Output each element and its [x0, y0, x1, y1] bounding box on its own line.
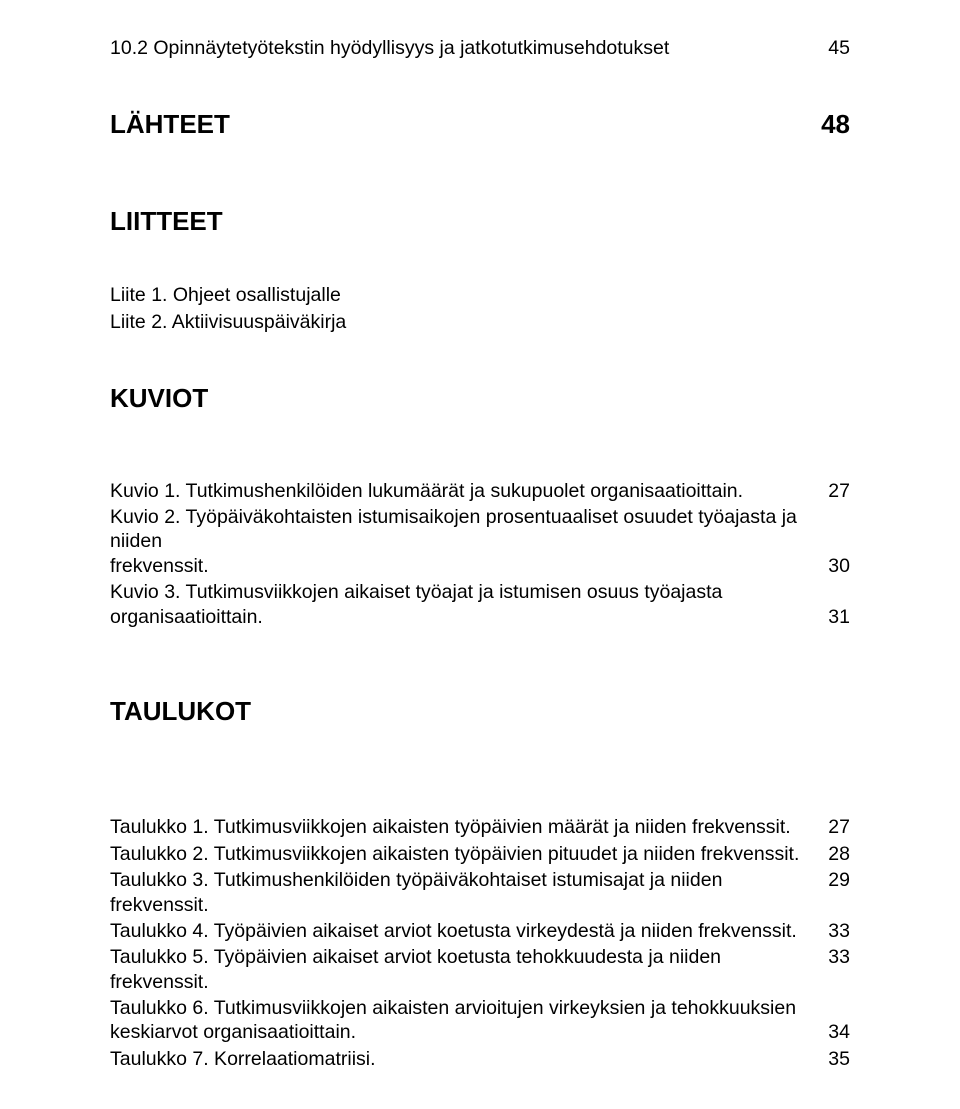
taulukko-entry: Taulukko 5. Työpäivien aikaiset arviot k… — [110, 945, 850, 994]
section-heading-taulukot: TAULUKOT — [110, 695, 850, 728]
kuvio-label-line1: Kuvio 3. Tutkimusviikkojen aikaiset työa… — [110, 580, 850, 604]
kuvio-label-line2: organisaatioittain. — [110, 605, 820, 629]
taulukko-entry: Taulukko 4. Työpäivien aikaiset arviot k… — [110, 919, 850, 943]
section-heading-kuviot: KUVIOT — [110, 382, 850, 415]
liite-entry: Liite 1. Ohjeet osallistujalle — [110, 283, 850, 307]
spacer — [110, 141, 850, 205]
liite-entry: Liite 2. Aktiivisuuspäiväkirja — [110, 310, 850, 334]
taulukko-page: 35 — [820, 1047, 850, 1071]
liite-label: Liite 1. Ohjeet osallistujalle — [110, 284, 341, 306]
taulukko-entry: Taulukko 1. Tutkimusviikkojen aikaisten … — [110, 815, 850, 839]
taulukko-entry: Taulukko 7. Korrelaatiomatriisi. 35 — [110, 1047, 850, 1071]
taulukko-label: Taulukko 3. Tutkimushenkilöiden työpäivä… — [110, 868, 820, 917]
spacer — [110, 237, 850, 283]
taulukko-page: 29 — [820, 868, 850, 892]
taulukko-entry: Taulukko 6. Tutkimusviikkojen aikaisten … — [110, 996, 850, 1045]
toc-entry-label: 10.2 Opinnäytetyötekstin hyödyllisyys ja… — [110, 36, 820, 60]
spacer — [110, 791, 850, 815]
taulukko-label-line1: Taulukko 6. Tutkimusviikkojen aikaisten … — [110, 996, 850, 1020]
taulukko-label: Taulukko 1. Tutkimusviikkojen aikaisten … — [110, 815, 820, 839]
toc-entry: 10.2 Opinnäytetyötekstin hyödyllisyys ja… — [110, 36, 850, 60]
section-page: 48 — [820, 108, 850, 141]
taulukko-label: Taulukko 2. Tutkimusviikkojen aikaisten … — [110, 842, 820, 866]
kuvio-label: Kuvio 1. Tutkimushenkilöiden lukumäärät … — [110, 479, 820, 503]
taulukko-label-line2: keskiarvot organisaatioittain. — [110, 1020, 820, 1044]
kuvio-label-line2: frekvenssit. — [110, 554, 820, 578]
spacer — [110, 415, 850, 479]
spacer — [110, 62, 850, 108]
liite-label: Liite 2. Aktiivisuuspäiväkirja — [110, 311, 346, 333]
toc-section-lahteet: LÄHTEET 48 — [110, 108, 850, 141]
section-heading: LÄHTEET — [110, 108, 820, 141]
taulukko-page: 34 — [820, 1020, 850, 1044]
kuvio-entry: Kuvio 3. Tutkimusviikkojen aikaiset työa… — [110, 580, 850, 629]
spacer — [110, 631, 850, 695]
kuvio-page: 30 — [820, 554, 850, 578]
taulukko-entry: Taulukko 3. Tutkimushenkilöiden työpäivä… — [110, 868, 850, 917]
section-heading-liitteet: LIITTEET — [110, 205, 850, 238]
kuvio-page: 27 — [820, 479, 850, 503]
taulukko-label: Taulukko 5. Työpäivien aikaiset arviot k… — [110, 945, 820, 994]
taulukko-page: 33 — [820, 945, 850, 969]
taulukko-label: Taulukko 7. Korrelaatiomatriisi. — [110, 1047, 820, 1071]
spacer — [110, 336, 850, 382]
spacer — [110, 727, 850, 791]
taulukko-label: Taulukko 4. Työpäivien aikaiset arviot k… — [110, 919, 820, 943]
taulukko-page: 27 — [820, 815, 850, 839]
taulukko-page: 33 — [820, 919, 850, 943]
taulukko-entry: Taulukko 2. Tutkimusviikkojen aikaisten … — [110, 842, 850, 866]
kuvio-label-line1: Kuvio 2. Työpäiväkohtaisten istumisaikoj… — [110, 505, 850, 554]
kuvio-page: 31 — [820, 605, 850, 629]
kuvio-entry: Kuvio 2. Työpäiväkohtaisten istumisaikoj… — [110, 505, 850, 578]
taulukko-page: 28 — [820, 842, 850, 866]
kuvio-entry: Kuvio 1. Tutkimushenkilöiden lukumäärät … — [110, 479, 850, 503]
document-page: 10.2 Opinnäytetyötekstin hyödyllisyys ja… — [0, 0, 960, 1109]
toc-entry-page: 45 — [820, 36, 850, 60]
